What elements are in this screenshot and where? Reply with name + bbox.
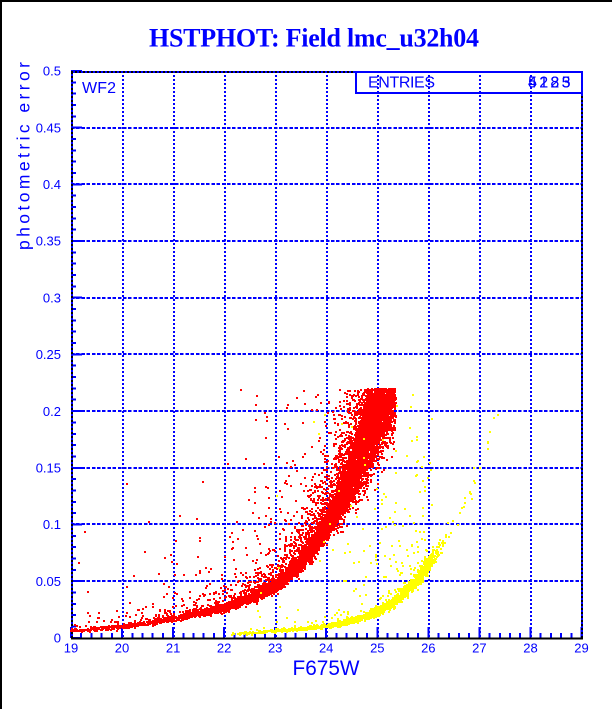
svg-text:23: 23 [268, 641, 282, 656]
svg-text:0.35: 0.35 [36, 234, 61, 249]
svg-text:0.45: 0.45 [36, 120, 61, 135]
svg-text:0.2: 0.2 [43, 404, 61, 419]
svg-text:21: 21 [166, 641, 180, 656]
svg-text:26: 26 [421, 641, 435, 656]
svg-text:22: 22 [217, 641, 231, 656]
svg-text:0.05: 0.05 [36, 574, 61, 589]
svg-text:HSTPHOT: Field lmc_u32h04: HSTPHOT: Field lmc_u32h04 [149, 24, 479, 53]
svg-text:19: 19 [64, 641, 78, 656]
svg-text:4123: 4123 [528, 75, 571, 92]
svg-text:0.4: 0.4 [43, 177, 61, 192]
svg-text:0.5: 0.5 [43, 64, 61, 79]
svg-text:29: 29 [574, 641, 588, 656]
svg-text:27: 27 [472, 641, 486, 656]
svg-text:WF2: WF2 [82, 80, 116, 97]
svg-text:0.3: 0.3 [43, 290, 61, 305]
svg-text:25: 25 [370, 641, 384, 656]
svg-text:24: 24 [319, 641, 333, 656]
svg-text:photometric error: photometric error [14, 62, 34, 250]
svg-text:0.25: 0.25 [36, 347, 61, 362]
svg-text:0.1: 0.1 [43, 517, 61, 532]
svg-text:20: 20 [115, 641, 129, 656]
svg-text:0: 0 [54, 631, 61, 646]
svg-text:28: 28 [523, 641, 537, 656]
svg-text:F675W: F675W [293, 657, 360, 680]
svg-text:ENTRIES: ENTRIES [368, 75, 435, 92]
svg-text:0.15: 0.15 [36, 461, 61, 476]
